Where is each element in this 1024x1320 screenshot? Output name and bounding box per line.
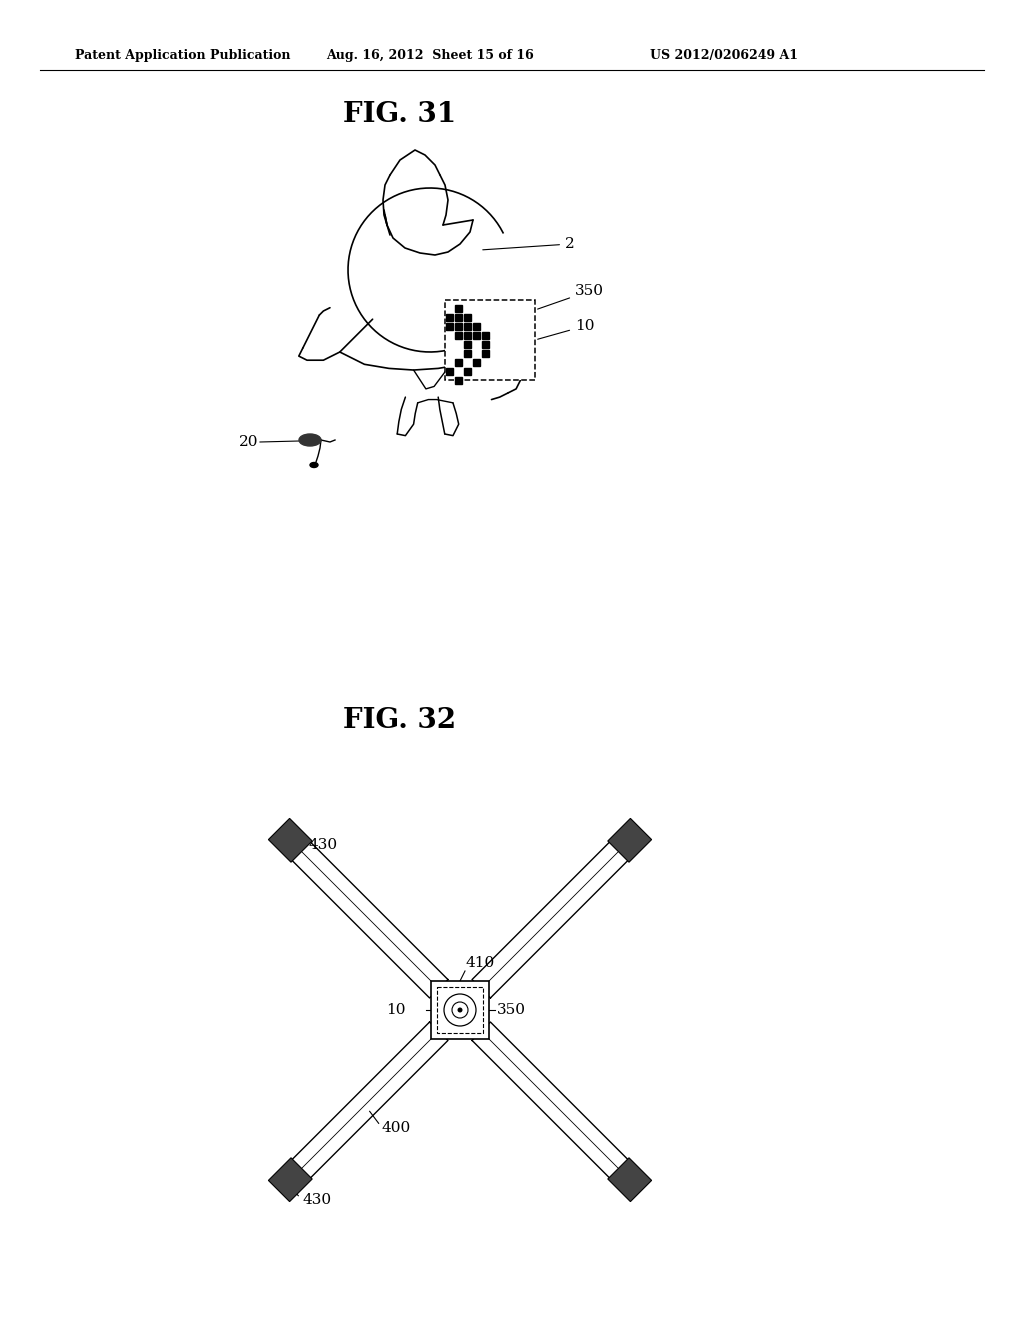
Bar: [437, 987, 483, 1034]
Text: 400: 400: [382, 1121, 411, 1135]
Bar: [464, 331, 471, 338]
Text: 430: 430: [302, 1193, 332, 1206]
Text: 10: 10: [538, 319, 595, 339]
Text: Patent Application Publication: Patent Application Publication: [75, 49, 291, 62]
Bar: [446, 367, 453, 375]
Bar: [455, 359, 462, 366]
Bar: [473, 359, 480, 366]
Bar: [482, 341, 489, 347]
Bar: [446, 314, 453, 321]
Text: 20: 20: [239, 436, 258, 449]
Text: FIG. 32: FIG. 32: [343, 706, 457, 734]
Polygon shape: [608, 818, 651, 862]
Bar: [473, 331, 480, 338]
Polygon shape: [268, 1158, 312, 1201]
Text: Aug. 16, 2012  Sheet 15 of 16: Aug. 16, 2012 Sheet 15 of 16: [326, 49, 534, 62]
Ellipse shape: [299, 434, 321, 446]
Bar: [455, 305, 462, 312]
Bar: [464, 322, 471, 330]
Bar: [473, 322, 480, 330]
Text: 10: 10: [386, 1003, 406, 1016]
Text: 410: 410: [465, 956, 495, 970]
Bar: [464, 367, 471, 375]
Polygon shape: [268, 818, 312, 862]
Text: 2: 2: [482, 238, 574, 251]
Text: US 2012/0206249 A1: US 2012/0206249 A1: [650, 49, 798, 62]
Bar: [464, 341, 471, 347]
Ellipse shape: [310, 462, 318, 467]
Bar: [455, 376, 462, 384]
Bar: [455, 322, 462, 330]
Bar: [482, 350, 489, 356]
Text: 350: 350: [497, 1003, 526, 1016]
Text: FIG. 31: FIG. 31: [343, 102, 457, 128]
Bar: [431, 981, 489, 1039]
Bar: [455, 331, 462, 338]
Polygon shape: [608, 1158, 651, 1201]
Bar: [446, 322, 453, 330]
Bar: [482, 331, 489, 338]
Text: 430: 430: [308, 838, 338, 853]
Bar: [445, 300, 535, 380]
Circle shape: [458, 1007, 463, 1012]
Bar: [455, 314, 462, 321]
Bar: [464, 350, 471, 356]
Text: 350: 350: [538, 284, 604, 309]
Bar: [464, 314, 471, 321]
